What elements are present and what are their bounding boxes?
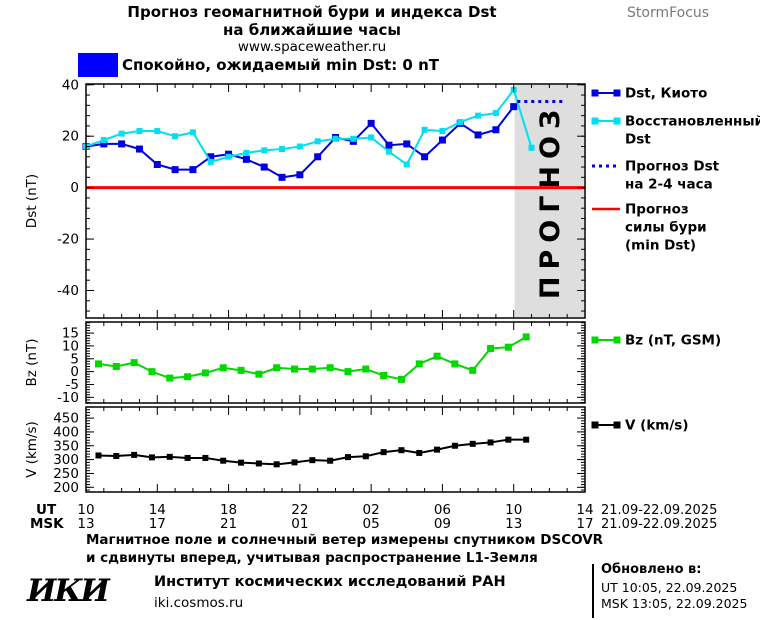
y-tick-label: -40 xyxy=(57,283,79,299)
ut-tick-label: 18 xyxy=(220,502,237,518)
msk-tick-label: 17 xyxy=(149,516,166,532)
legend-label: силы бури xyxy=(625,220,707,236)
page-title-line2: на ближайшие часы xyxy=(223,21,401,39)
y-tick-label: 0 xyxy=(70,364,79,380)
y-tick-label: 300 xyxy=(53,452,79,468)
updated-msk: MSK 13:05, 22.09.2025 xyxy=(601,596,748,611)
msk-tick-label: 13 xyxy=(505,516,522,532)
y-tick-label: 20 xyxy=(62,129,79,145)
footnote-line2: и сдвинуты вперед, учитывая распростране… xyxy=(86,550,538,566)
y-tick-label: 200 xyxy=(53,480,79,496)
updated-title: Обновлено в: xyxy=(601,562,702,577)
updated-ut: UT 10:05, 22.09.2025 xyxy=(601,580,738,595)
panel-frame xyxy=(85,406,586,493)
ut-tick-label: 14 xyxy=(576,502,593,518)
y-axis-label-v: V (km/s) xyxy=(24,421,40,478)
footnote-line1: Магнитное поле и солнечный ветер измерен… xyxy=(86,532,604,548)
y-tick-label: 15 xyxy=(62,326,79,342)
x-axis-labels: UTMSK1013141718212201020506091013141721.… xyxy=(30,502,717,532)
date-range-ut: 21.09-22.09.2025 xyxy=(601,503,717,518)
y-tick-label: 450 xyxy=(53,411,79,427)
ut-row-label: UT xyxy=(36,502,57,518)
y-tick-label: 350 xyxy=(53,438,79,454)
msk-tick-label: 13 xyxy=(77,516,94,532)
y-tick-label: 400 xyxy=(53,424,79,440)
msk-row-label: MSK xyxy=(30,516,64,532)
series-dst-1 xyxy=(82,103,518,181)
series-v-0 xyxy=(95,436,530,468)
series-bz-0 xyxy=(94,333,530,383)
legend-label: Восстановленный xyxy=(625,114,760,130)
series-dst-2 xyxy=(83,86,535,168)
y-tick-label: 40 xyxy=(62,77,79,93)
ut-tick-label: 02 xyxy=(363,502,380,518)
msk-tick-label: 01 xyxy=(291,516,308,532)
iki-logo: ИКИ xyxy=(27,573,110,609)
axis-ticks-dst xyxy=(85,84,586,318)
msk-tick-label: 09 xyxy=(434,516,451,532)
date-range-msk: 21.09-22.09.2025 xyxy=(601,517,717,532)
ut-tick-label: 06 xyxy=(434,502,451,518)
forecast-band: ПРОГНОЗ xyxy=(514,85,584,317)
ut-tick-label: 10 xyxy=(77,502,94,518)
legend-dst: Dst, Киото Восстановленный Dst Прогноз Dst н… xyxy=(591,86,760,254)
legend-label: Dst, Киото xyxy=(625,86,707,102)
y-axis-label-bz: Bz (nT) xyxy=(24,339,40,387)
legend-label: Dst xyxy=(625,132,651,148)
y-tick-label: -10 xyxy=(57,390,79,406)
brand-label: StormFocus xyxy=(627,5,710,21)
legend-label: (min Dst) xyxy=(625,238,696,254)
ut-tick-label: 14 xyxy=(149,502,166,518)
legend-label: Bz (nT, GSM) xyxy=(625,333,721,349)
msk-tick-label: 17 xyxy=(576,516,593,532)
storm-level-swatch xyxy=(78,53,118,77)
storm-status-text: Спокойно, ожидаемый min Dst: 0 nT xyxy=(122,56,439,74)
panel-frame xyxy=(85,83,586,319)
y-tick-label: -5 xyxy=(66,377,79,393)
ut-tick-label: 10 xyxy=(505,502,522,518)
legend-v: V (km/s) xyxy=(591,418,689,434)
msk-tick-label: 21 xyxy=(220,516,237,532)
msk-tick-label: 05 xyxy=(363,516,380,532)
y-tick-label: -20 xyxy=(57,232,79,248)
institute-name: Институт космических исследований РАН xyxy=(154,574,506,590)
legend-label: на 2-4 часа xyxy=(625,177,713,193)
y-tick-label: 10 xyxy=(62,338,79,354)
y-axis-label-dst: Dst (nT) xyxy=(24,174,40,228)
y-tick-label: 5 xyxy=(70,351,79,367)
source-url: www.spaceweather.ru xyxy=(237,39,387,55)
forecast-band-label: ПРОГНОЗ xyxy=(535,103,566,299)
axis-ticks-v xyxy=(85,406,586,492)
axis-ticks-bz xyxy=(85,322,586,403)
y-tick-label: 0 xyxy=(70,180,79,196)
panel-dst: ПРОГНОЗ 40 20 0 -20 -40 Dst (nT) Dst, Киото Восс… xyxy=(24,77,760,319)
legend-label: Прогноз Dst xyxy=(625,159,720,175)
ut-tick-label: 22 xyxy=(291,502,308,518)
panel-frame xyxy=(85,321,586,404)
y-tick-label: 250 xyxy=(53,466,79,482)
legend-label: Прогноз xyxy=(625,202,689,218)
institute-site: iki.cosmos.ru xyxy=(154,595,244,611)
page-title-line1: Прогноз геомагнитной бури и индекса Dst xyxy=(127,3,497,21)
legend-bz: Bz (nT, GSM) xyxy=(591,333,721,349)
legend-label: V (km/s) xyxy=(625,418,689,434)
footer-divider xyxy=(592,564,594,618)
